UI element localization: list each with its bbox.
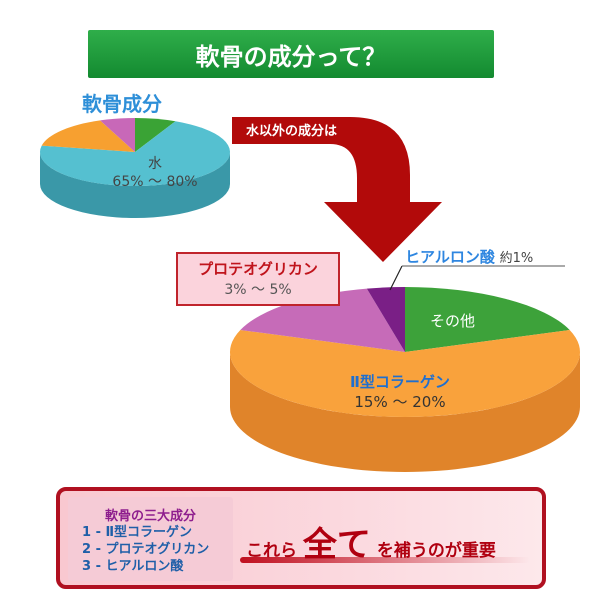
water-label: 水 65% ～ 80%: [100, 155, 210, 191]
collagen-slice: [41, 120, 136, 152]
proteoglycan-slice: [100, 118, 135, 152]
collagen-name: Ⅱ型コラーゲン: [350, 373, 450, 391]
list-item: 1 - Ⅱ型コラーゲン: [82, 525, 193, 540]
proteoglycan-callout: プロテオグリカン 3% ～ 5%: [176, 252, 340, 306]
red-arrow: [232, 117, 442, 262]
small-pie-title: 軟骨成分: [82, 92, 162, 116]
water-value: 65% ～ 80%: [112, 174, 198, 190]
message-prefix: これら: [246, 541, 297, 561]
summary-panel: 軟骨の三大成分 1 - Ⅱ型コラーゲン 2 - プロテオグリカン 3 - ヒアル…: [56, 487, 546, 589]
big-pie-chart: [229, 287, 581, 472]
brush-underline: [240, 557, 530, 563]
key-message: これら 全て を補うのが重要: [246, 517, 496, 566]
hyaluronic-name: ヒアルロン酸: [405, 248, 495, 266]
message-suffix: を補うのが重要: [376, 541, 496, 561]
collagen-label: Ⅱ型コラーゲン 15% ～ 20%: [335, 372, 465, 412]
water-slice-side: [40, 152, 230, 218]
other-slice: [135, 118, 176, 152]
hyaluronic-slice: [366, 287, 405, 352]
message-emphasis: 全て: [302, 525, 371, 565]
list-item: 2 - プロテオグリカン: [82, 542, 210, 557]
proteoglycan-name: プロテオグリカン: [198, 260, 318, 278]
water-slice: [40, 121, 231, 186]
hyaluronic-value: 約1%: [499, 251, 534, 266]
other-label: その他: [430, 312, 476, 330]
collagen-slice: [229, 329, 581, 417]
collagen-value: 15% ～ 20%: [354, 393, 446, 411]
hyaluronic-label: ヒアルロン酸 約1%: [405, 246, 533, 267]
components-list: 軟骨の三大成分 1 - Ⅱ型コラーゲン 2 - プロテオグリカン 3 - ヒアル…: [68, 497, 233, 581]
hyaluronic-leader-line: [389, 265, 403, 291]
proteoglycan-slice: [240, 288, 405, 352]
page-title: 軟骨の成分って？: [88, 30, 494, 78]
collagen-slice-side: [230, 352, 580, 472]
components-title: 軟骨の三大成分: [104, 509, 196, 524]
other-slice: [405, 287, 570, 352]
proteoglycan-value: 3% ～ 5%: [224, 282, 292, 298]
list-item: 3 - ヒアルロン酸: [82, 559, 184, 574]
small-pie-chart: [40, 118, 231, 218]
water-name: 水: [148, 156, 162, 172]
arrow-label: 水以外の成分は: [246, 124, 338, 139]
